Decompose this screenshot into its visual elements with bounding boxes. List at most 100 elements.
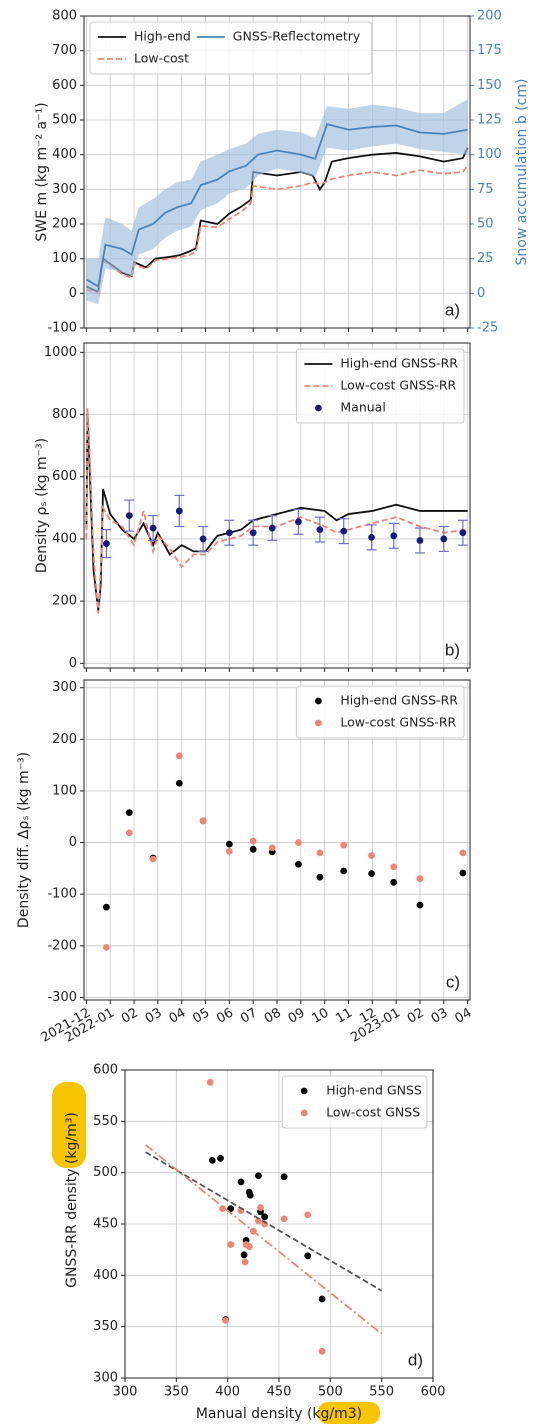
point bbox=[304, 1211, 312, 1219]
point bbox=[459, 529, 467, 537]
point bbox=[240, 1251, 248, 1259]
legend-swatch bbox=[300, 1109, 308, 1117]
legend-box bbox=[295, 685, 465, 739]
y-axis-label: SWE m (kg m⁻² a⁻¹) bbox=[34, 102, 50, 241]
y-tick-label: 550 bbox=[93, 1114, 118, 1129]
x-tick-label: 06 bbox=[214, 1006, 236, 1027]
y-tick-label: 0 bbox=[69, 835, 77, 850]
point bbox=[390, 878, 398, 886]
legend-label: High-end GNSS bbox=[326, 1083, 422, 1098]
point bbox=[175, 507, 183, 515]
y-tick-label: 300 bbox=[52, 680, 77, 695]
point bbox=[149, 855, 157, 863]
y2-tick-label: 100 bbox=[477, 147, 502, 162]
point bbox=[217, 1154, 224, 1162]
y-tick-label: 600 bbox=[93, 1063, 118, 1078]
y-tick-label: 600 bbox=[52, 469, 77, 484]
point bbox=[206, 1078, 214, 1086]
legend-label: High-end GNSS-RR bbox=[340, 356, 458, 371]
point bbox=[295, 839, 302, 846]
point bbox=[175, 779, 183, 787]
y-axis-label: GNSS-RR density (kg/m³) bbox=[64, 1112, 80, 1288]
point bbox=[208, 1156, 216, 1164]
legend-box bbox=[89, 21, 373, 75]
point bbox=[125, 512, 133, 520]
y-tick-label: 600 bbox=[52, 78, 77, 93]
legend-box bbox=[281, 1075, 428, 1129]
plot-frame bbox=[124, 1069, 434, 1379]
point bbox=[225, 847, 233, 855]
legend-swatch bbox=[315, 404, 322, 412]
y-tick-label: 400 bbox=[52, 531, 77, 546]
plot-frame bbox=[83, 679, 471, 1001]
panel-label: d) bbox=[408, 1350, 423, 1369]
y-tick-label: -200 bbox=[47, 938, 77, 953]
y-tick-label: 400 bbox=[52, 147, 77, 162]
legend-label: Low-cost GNSS bbox=[326, 1105, 420, 1120]
y-axis-label: Density ρₛ (kg m⁻³) bbox=[34, 438, 50, 573]
x-tick-label: 12 bbox=[357, 1006, 379, 1027]
y-tick-label: 400 bbox=[93, 1268, 118, 1283]
point bbox=[249, 529, 257, 537]
point bbox=[225, 840, 233, 848]
y-tick-label: 100 bbox=[52, 251, 77, 266]
y2-tick-label: 25 bbox=[477, 251, 494, 266]
panel-label: b) bbox=[445, 640, 460, 659]
x-tick-label: 04 bbox=[167, 1006, 189, 1027]
panel-label: a) bbox=[445, 300, 460, 319]
point bbox=[241, 1258, 249, 1266]
point bbox=[102, 540, 110, 547]
x-tick-label: 600 bbox=[421, 1385, 446, 1400]
x-tick-label: 2023-01 bbox=[348, 1006, 403, 1046]
legend-label: Low-cost bbox=[134, 51, 189, 66]
x-tick-label: 07 bbox=[238, 1006, 260, 1027]
line bbox=[85, 408, 468, 614]
y-tick-label: 800 bbox=[52, 9, 77, 24]
y2-tick-label: 75 bbox=[477, 182, 494, 197]
point bbox=[227, 1241, 235, 1248]
legend-label: High-end bbox=[134, 29, 191, 44]
point bbox=[340, 527, 348, 535]
point bbox=[295, 518, 302, 526]
point bbox=[368, 533, 375, 541]
point bbox=[440, 535, 448, 543]
point bbox=[199, 535, 207, 543]
point bbox=[368, 870, 375, 877]
highlight bbox=[318, 1402, 380, 1424]
x-tick-label: 02 bbox=[405, 1006, 427, 1027]
legend-swatch bbox=[315, 697, 322, 705]
point bbox=[255, 1217, 262, 1225]
point bbox=[416, 537, 424, 544]
x-tick-label: 02 bbox=[119, 1006, 141, 1027]
point bbox=[237, 1178, 245, 1186]
y-tick-label: 0 bbox=[69, 656, 77, 671]
line bbox=[144, 1144, 383, 1335]
point bbox=[416, 901, 424, 909]
legend-box bbox=[295, 348, 465, 424]
legend-label: GNSS-Reflectometry bbox=[233, 29, 361, 44]
y-tick-label: 500 bbox=[52, 113, 77, 128]
y2-tick-label: 150 bbox=[477, 78, 502, 93]
x-tick-label: 05 bbox=[190, 1006, 212, 1027]
point bbox=[340, 841, 348, 849]
point bbox=[261, 1213, 269, 1221]
y-tick-label: 300 bbox=[52, 182, 77, 197]
y-tick-label: 200 bbox=[52, 732, 77, 747]
y-tick-label: -100 bbox=[47, 321, 77, 336]
legend-swatch bbox=[315, 719, 322, 727]
point bbox=[257, 1204, 264, 1211]
point bbox=[125, 829, 133, 837]
x-tick-label: 09 bbox=[286, 1006, 308, 1027]
x-tick-label: 10 bbox=[310, 1006, 332, 1027]
y-tick-label: 1000 bbox=[44, 345, 77, 360]
point bbox=[295, 860, 302, 868]
y-tick-label: 100 bbox=[52, 783, 77, 798]
y-tick-label: 700 bbox=[52, 43, 77, 58]
point bbox=[340, 867, 348, 875]
point bbox=[416, 875, 424, 883]
legend-label: High-end GNSS-RR bbox=[340, 693, 458, 708]
x-tick-label: 03 bbox=[143, 1006, 165, 1027]
point bbox=[316, 873, 324, 881]
x-tick-label: 04 bbox=[453, 1006, 475, 1027]
line bbox=[145, 1151, 383, 1292]
